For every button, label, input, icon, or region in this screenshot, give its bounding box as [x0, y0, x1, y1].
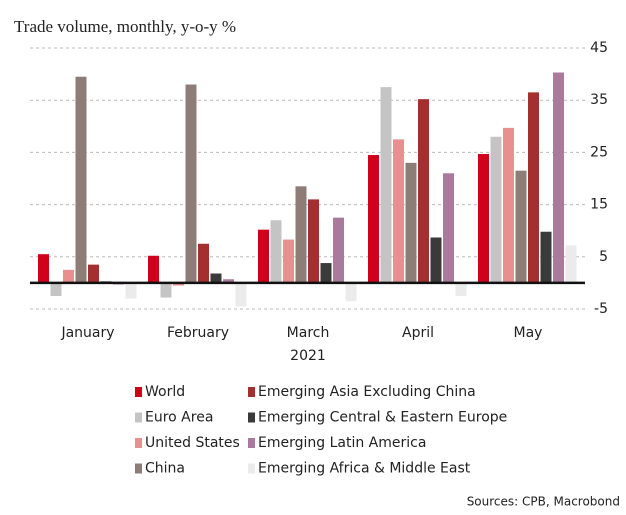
x-axis-label: 2021: [290, 348, 326, 364]
bar: [88, 264, 99, 283]
legend-swatch: [135, 438, 142, 448]
bar: [160, 282, 172, 298]
legend-label: Emerging Latin America: [258, 435, 426, 451]
bar: [185, 84, 197, 283]
bar: [490, 136, 502, 283]
y-tick-label: 25: [590, 144, 608, 160]
bar: [380, 87, 392, 283]
bar: [258, 229, 269, 283]
legend-label: Euro Area: [145, 410, 213, 426]
bar: [308, 199, 319, 283]
legend-swatch: [135, 387, 142, 397]
bar: [320, 263, 332, 283]
bar: [148, 255, 159, 283]
x-tick-label: May: [514, 325, 543, 341]
bar: [235, 282, 247, 307]
bar: [210, 273, 222, 283]
bar: [565, 245, 577, 283]
bar: [333, 217, 344, 283]
bar: [368, 155, 379, 283]
bar: [295, 186, 307, 283]
bar: [503, 127, 514, 283]
legend-label: Emerging Central & Eastern Europe: [258, 410, 507, 426]
legend-label: United States: [145, 435, 240, 451]
bar: [553, 72, 564, 283]
bar: [430, 237, 442, 283]
x-tick-label: February: [167, 325, 229, 341]
bar: [515, 170, 527, 283]
bar: [283, 239, 294, 283]
legend-label: Emerging Africa & Middle East: [258, 461, 471, 477]
legend-swatch: [135, 463, 142, 474]
bar: [75, 76, 87, 283]
bar: [125, 282, 137, 299]
y-tick-label: 35: [590, 92, 608, 108]
bar: [478, 153, 489, 283]
y-tick-label: 45: [590, 40, 608, 56]
bar: [173, 282, 184, 286]
y-tick-label: 15: [590, 197, 608, 213]
bar: [38, 254, 49, 283]
y-tick-label: 5: [599, 249, 608, 265]
bar: [63, 269, 74, 283]
legend-label: China: [145, 461, 185, 477]
x-tick-label: January: [60, 325, 114, 341]
legend-swatch: [248, 412, 255, 423]
bar: [270, 220, 282, 283]
bar: [540, 231, 552, 283]
bar: [418, 99, 429, 283]
legend-swatch: [248, 463, 255, 474]
legend-swatch: [248, 438, 255, 448]
bar: [198, 243, 209, 283]
bar: [345, 282, 357, 302]
bar: [455, 282, 467, 296]
x-tick-label: March: [287, 325, 330, 341]
legend-swatch: [248, 387, 255, 397]
legend-label: Emerging Asia Excluding China: [258, 384, 476, 400]
bar: [528, 92, 539, 283]
chart-title: Trade volume, monthly, y-o-y %: [14, 17, 236, 36]
bar: [393, 139, 404, 283]
legend-label: World: [145, 384, 185, 400]
bar: [405, 162, 417, 283]
y-tick-label: -5: [594, 301, 608, 317]
x-tick-label: April: [402, 325, 434, 341]
bar: [223, 279, 234, 283]
bar: [50, 282, 62, 296]
legend-swatch: [135, 412, 142, 423]
bar: [443, 173, 454, 283]
source: Sources: CPB, Macrobond: [467, 495, 620, 509]
